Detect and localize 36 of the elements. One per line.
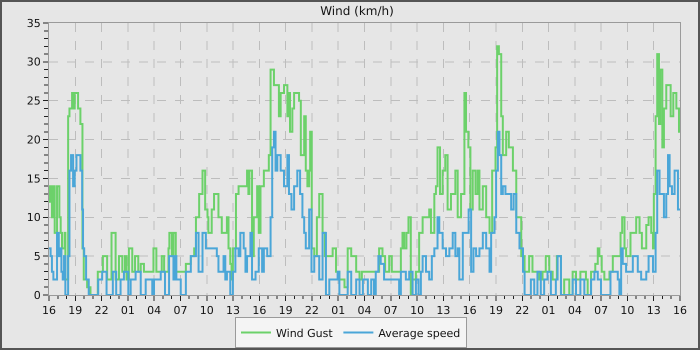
- x-tick-label: 19: [278, 304, 293, 318]
- y-tick-label: 20: [26, 133, 41, 146]
- x-tick-label: 13: [436, 304, 450, 318]
- x-tick-label: 07: [384, 304, 398, 318]
- x-tick-label: 16: [462, 304, 477, 318]
- x-tick-label: 13: [226, 304, 240, 318]
- y-tick-label: 30: [26, 56, 41, 69]
- x-tick-label: 19: [488, 304, 503, 318]
- x-tick-label: 01: [331, 304, 346, 318]
- y-tick-label: 10: [26, 211, 41, 224]
- x-tick-label: 01: [542, 304, 556, 318]
- x-tick-label: 10: [410, 304, 424, 318]
- x-tick-label: 22: [94, 304, 109, 318]
- x-tick-label: 22: [304, 304, 319, 318]
- x-tick-label: 22: [515, 304, 530, 318]
- x-tick-label: 16: [673, 304, 687, 318]
- x-tick-label: 19: [68, 304, 82, 318]
- x-tick-label: 16: [42, 304, 56, 318]
- y-tick-label: 0: [34, 288, 41, 302]
- x-tick-label: 07: [173, 304, 188, 318]
- x-tick-label: 01: [120, 304, 135, 318]
- x-tick-label: 13: [646, 304, 661, 318]
- y-tick-label: 15: [26, 172, 41, 186]
- x-tick-label: 10: [620, 304, 634, 318]
- x-tick-label: 04: [147, 304, 162, 318]
- y-tick-label: 5: [34, 250, 41, 263]
- x-tick-label: 04: [358, 304, 372, 318]
- chart-title: Wind (km/h): [320, 4, 394, 18]
- x-tick-label: 10: [200, 304, 214, 318]
- x-tick-label: 16: [252, 304, 266, 318]
- y-tick-label: 35: [26, 16, 41, 30]
- y-tick-label: 25: [26, 94, 41, 108]
- legend-label: Wind Gust: [276, 326, 334, 340]
- x-tick-label: 07: [594, 304, 608, 318]
- legend-label: Average speed: [378, 326, 460, 340]
- x-tick-label: 04: [568, 304, 582, 318]
